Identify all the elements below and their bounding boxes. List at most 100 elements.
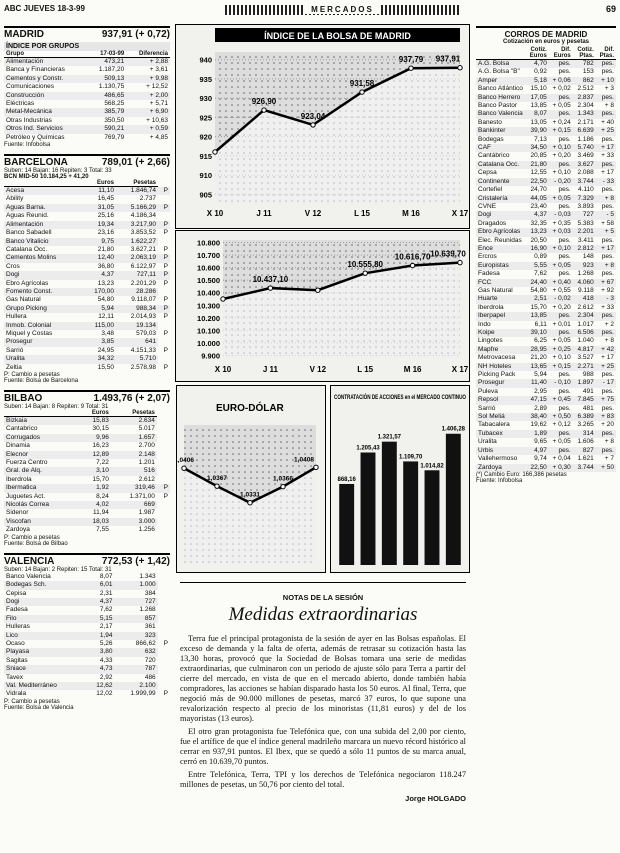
cell: Banco Herrero	[476, 93, 525, 103]
cell: 418	[572, 295, 596, 304]
cell: 11,40	[524, 379, 549, 388]
cell: 2.837	[572, 93, 596, 103]
point	[220, 296, 226, 302]
bcn-table: Euros Pesetas Acesa 11,10 1.846,74 P Ability 16…	[4, 180, 170, 372]
x-tick-label: M 16	[404, 365, 422, 374]
cell: Elecnor	[4, 450, 78, 460]
row: Sarrió 2,89 pes. 481 pes.	[476, 405, 616, 413]
point	[457, 65, 463, 71]
cell: pes.	[601, 135, 614, 143]
cell: Zardoya	[476, 463, 525, 472]
row: Fadesa 7,62 1.268	[4, 606, 170, 614]
cell: 4,97	[524, 446, 549, 456]
row: Playasa 3,80 632	[4, 648, 170, 657]
cell: 1.000	[114, 581, 158, 590]
change: (+ 1,42)	[135, 555, 170, 567]
cell: pes.	[548, 312, 573, 321]
cell: 8,07	[99, 572, 113, 580]
bilbao-table: Euros Pesetas Bizkaia 15,83 2.634 Cantabrico 3…	[4, 410, 170, 535]
cell: Corrugados	[4, 433, 78, 443]
cell: CVNE	[478, 202, 497, 210]
cell: 13,85	[530, 102, 547, 110]
notes: P: Cambio a pesetas Fuente: Bolsa de Bilb…	[4, 535, 170, 547]
cell: + 33	[601, 303, 614, 311]
cell: + 0,02	[552, 85, 571, 93]
cell: 988,34	[115, 304, 159, 314]
row: Metrovacesa 21,20 + 0,10 3.527 + 17	[476, 354, 616, 362]
cell: P	[163, 229, 168, 237]
cell: 11,10	[81, 186, 116, 196]
cell: FCC	[476, 278, 525, 287]
cell: CAF	[476, 144, 525, 153]
cell: - 3	[595, 295, 616, 304]
cell: P	[163, 262, 168, 270]
cell: Sol Meliá	[476, 413, 525, 422]
cell: Tavex	[6, 673, 23, 681]
row: Zeltia 15,50 2.578,98 P	[4, 364, 170, 372]
cell: 39,10	[524, 329, 549, 338]
row: Construcción 486,65 + 2,00	[4, 91, 170, 101]
row: Alimentación 473,21 + 2,88	[4, 57, 170, 67]
cell: 4.817	[572, 345, 596, 355]
row: Indo 6,11 + 0,01 1.017 + 2	[476, 321, 616, 329]
cell: + 0,20	[552, 303, 571, 311]
point	[310, 122, 316, 128]
cell: 1.897	[572, 379, 596, 388]
cell: + 0,03	[548, 228, 573, 237]
row: Banco Atlántico 15,10 + 0,02 2.512 + 3	[476, 85, 616, 93]
cell: 5,15	[84, 614, 115, 624]
y-tick-label: 10.000	[197, 339, 220, 348]
cell: Sidenor	[6, 509, 29, 517]
cell: 1.621	[577, 455, 594, 463]
table: Grupo 17-03-99 Diferencia Alimentación 473,2…	[4, 51, 170, 142]
cell: pes.	[558, 68, 571, 76]
madrid-chart: ÍNDICE DE LA BOLSA DE MADRID 905 910 915 920…	[175, 24, 470, 229]
y-tick-label: 910	[199, 171, 212, 180]
cell: Vallehermoso	[478, 455, 518, 463]
cell: Hulleras	[6, 623, 30, 631]
cell: 23,16	[97, 229, 114, 237]
x-tick-label: L 15	[357, 365, 373, 374]
cell: Bizkaia	[4, 416, 78, 426]
cell: Cros	[6, 262, 20, 270]
cell: 7,62	[99, 606, 113, 614]
cell: + 2,88	[126, 57, 170, 67]
cell: 0,92	[534, 68, 547, 76]
cell: - 0,10	[548, 379, 573, 388]
row: Gas Natural 54,80 + 0,55 9.118 + 92	[476, 287, 616, 295]
cell: Tabacalera	[478, 421, 510, 429]
cell: pes.	[601, 186, 614, 194]
row: Fomento Const. 170,00 28.286	[4, 287, 170, 297]
cell: Acesa	[4, 186, 82, 196]
cell: P	[163, 296, 168, 304]
cell: Miquel y Costas	[6, 329, 53, 337]
cell: 20,50	[530, 236, 547, 244]
note: Fuente: Bolsa de Bilbao	[4, 540, 68, 547]
chart-title: CONTRATACIÓN DE ACCIONES en el MERCADO C…	[334, 392, 466, 401]
paragraph: Entre Telefónica, Terra, TPI y los derec…	[180, 770, 466, 789]
cell: 4,73	[84, 665, 115, 674]
cell: Otras Industrias	[6, 116, 52, 124]
cell: 3.217,90	[115, 220, 159, 230]
cell: pes.	[548, 160, 573, 170]
cell: 5,26	[99, 639, 113, 647]
cell: 1,92	[77, 484, 111, 493]
cell: P	[158, 254, 170, 263]
cell: 3,85	[81, 338, 116, 347]
cell: Puleva	[478, 387, 498, 395]
y-tick-label: 940	[199, 56, 212, 65]
cell: Dogi	[4, 597, 85, 607]
point	[362, 270, 368, 276]
cell: Picking Pack	[478, 371, 516, 379]
cell: Playasa	[4, 648, 85, 657]
row: Comunicaciones 1.130,75 + 12,52	[4, 83, 170, 91]
row: Lingotes 6,25 + 0,05 1.040 + 8	[476, 337, 616, 345]
cell: pes.	[548, 59, 573, 69]
cell: 0,89	[534, 253, 547, 261]
cell: 6.639	[572, 127, 596, 136]
row: CVNE 23,40 pes. 3.893 pes.	[476, 203, 616, 211]
cell: 384	[144, 589, 156, 597]
row: Inmob. Colonial 115,00 19.134	[4, 321, 170, 330]
cell: Fomento Const.	[4, 287, 82, 297]
row: Cantabrico 30,15 5.017	[4, 425, 170, 433]
